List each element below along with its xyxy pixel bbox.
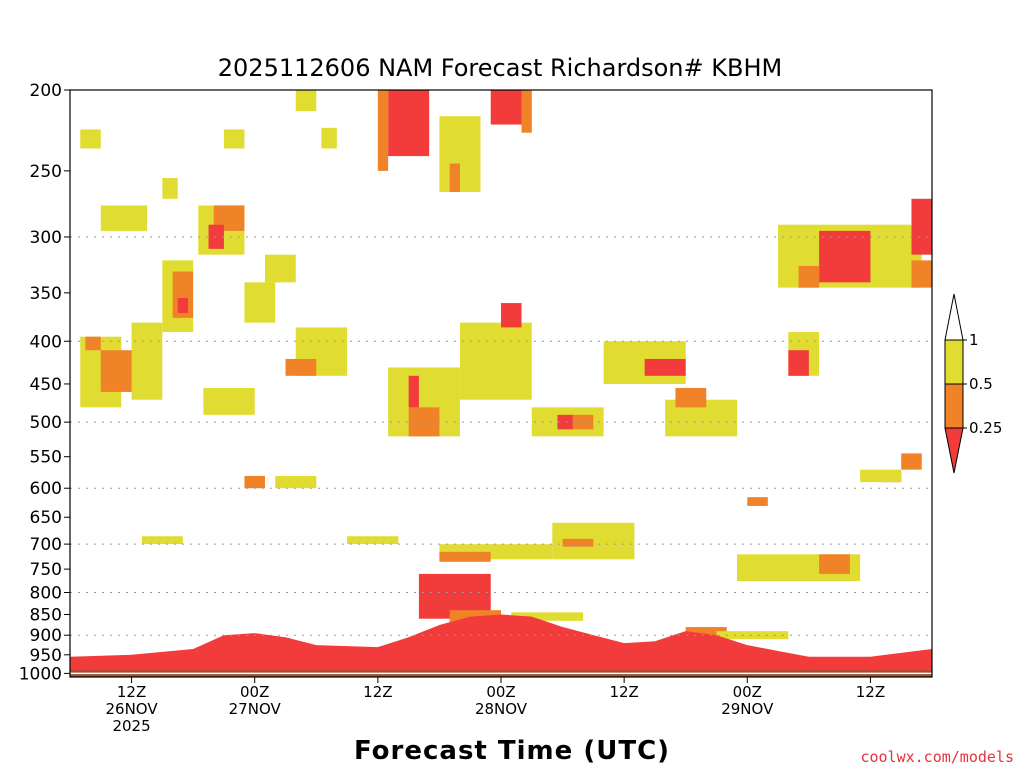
ri-cell xyxy=(860,469,902,483)
ri-cell xyxy=(521,90,532,133)
legend-tick-label: 0.25 xyxy=(969,419,1002,437)
ri-cell xyxy=(562,538,594,547)
y-tick-label: 700 xyxy=(30,535,62,555)
legend-tick-label: 1 xyxy=(969,331,979,349)
chart-title: 2025112606 NAM Forecast Richardson# KBHM xyxy=(218,54,782,82)
ri-cell xyxy=(377,90,389,171)
ri-cell xyxy=(459,322,532,400)
y-axis: 200 250 300 350 400 450 500 550 600 650 700 750 8008… xyxy=(19,81,70,684)
y-tick-label: 400 xyxy=(30,332,62,352)
y-tick-label: 1000 xyxy=(19,664,62,684)
boundary-layer-cells xyxy=(70,614,932,677)
ri-cell xyxy=(439,551,491,562)
x-axis-label: Forecast Time (UTC) xyxy=(354,736,670,766)
y-tick-label: 950 xyxy=(30,646,62,666)
ri-cell xyxy=(408,375,419,408)
ri-cell xyxy=(644,358,686,376)
ri-cell xyxy=(501,303,522,328)
x-tick-label: 29NOV xyxy=(721,700,774,718)
ri-cell xyxy=(244,282,276,323)
x-tick-label: 12Z xyxy=(856,683,885,701)
ri-cell xyxy=(911,260,932,288)
ri-cell xyxy=(275,475,317,489)
ri-cell xyxy=(449,163,460,193)
ri-cell xyxy=(788,350,809,376)
legend-tick-label: 0.5 xyxy=(969,375,993,393)
ri-cell xyxy=(100,205,147,231)
x-tick-label: 28NOV xyxy=(475,700,528,718)
ri-cell xyxy=(208,224,224,249)
legend-bin-0.5-1 xyxy=(944,339,964,385)
ri-cell xyxy=(347,536,399,545)
legend-bin-above-1 xyxy=(944,293,964,341)
x-tick-label: 00Z xyxy=(486,683,515,701)
ri-cell xyxy=(557,414,573,430)
y-tick-label: 250 xyxy=(30,162,62,182)
ri-cell xyxy=(511,612,584,621)
y-tick-label: 350 xyxy=(30,284,62,304)
ri-cell xyxy=(223,129,245,149)
y-tick-label: 200 xyxy=(30,81,62,101)
y-tick-label: 550 xyxy=(30,448,62,468)
x-tick-label: 27NOV xyxy=(229,700,282,718)
y-tick-label: 450 xyxy=(30,375,62,395)
x-tick-label: 00Z xyxy=(733,683,762,701)
ri-cell xyxy=(747,497,768,506)
legend-bin-0.25-0.5 xyxy=(944,383,964,429)
ri-cell xyxy=(85,336,101,351)
ri-cell xyxy=(490,90,522,125)
legend-colorbar: 1 0.5 0.25 xyxy=(944,293,1002,474)
ri-cell xyxy=(388,90,430,157)
x-tick-label: 12Z xyxy=(117,683,146,701)
ri-cell xyxy=(408,407,440,437)
ri-cell xyxy=(798,265,820,288)
legend-bin-below-0.25 xyxy=(944,427,964,474)
y-tick-label: 750 xyxy=(30,560,62,580)
y-tick-label: 500 xyxy=(30,413,62,433)
plot-area xyxy=(69,89,933,678)
y-tick-label: 300 xyxy=(30,228,62,248)
ri-cell xyxy=(264,254,296,283)
ri-cell xyxy=(203,387,255,415)
ri-cell xyxy=(141,536,183,545)
x-tick-label: 2025 xyxy=(112,717,150,735)
ri-cell xyxy=(244,475,265,489)
ri-cell xyxy=(911,198,932,255)
ri-cell xyxy=(901,453,922,470)
ri-cell xyxy=(177,297,189,313)
ri-cell xyxy=(131,322,163,400)
x-tick-label: 00Z xyxy=(240,683,269,701)
y-tick-label: 600 xyxy=(30,479,62,499)
x-tick-label: 12Z xyxy=(609,683,638,701)
y-tick-label: 900 xyxy=(30,626,62,646)
watermark: coolwx.com/models xyxy=(860,748,1014,766)
ri-cell xyxy=(675,387,707,408)
ri-cell xyxy=(295,90,317,112)
y-tick-label: 800 xyxy=(30,584,62,604)
ri-cell xyxy=(716,631,789,640)
ri-cell xyxy=(162,178,178,199)
y-tick-label: 850 xyxy=(30,605,62,625)
x-tick-label: 26NOV xyxy=(106,700,159,718)
ri-cell xyxy=(321,127,337,149)
ri-cell xyxy=(285,358,317,376)
ri-cell xyxy=(685,627,727,636)
ri-cell xyxy=(80,129,101,149)
ri-cell xyxy=(819,554,850,574)
x-tick-label: 12Z xyxy=(363,683,392,701)
y-tick-label: 650 xyxy=(30,508,62,528)
ri-cell xyxy=(819,230,871,283)
